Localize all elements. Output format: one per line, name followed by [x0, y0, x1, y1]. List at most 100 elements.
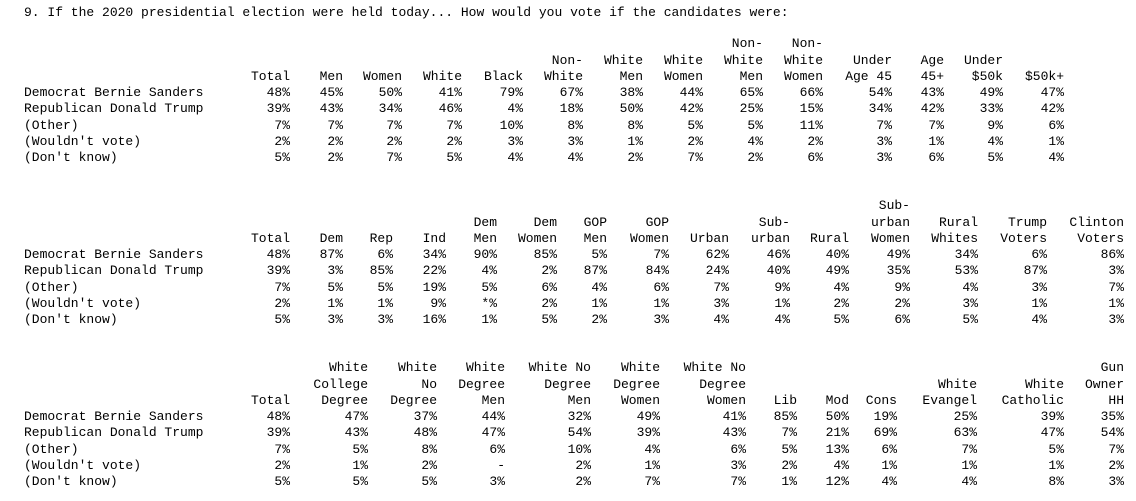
cell: 19% [422, 279, 446, 295]
cell: 4% [507, 150, 523, 166]
cell: 4% [644, 441, 660, 457]
cell: 4% [713, 312, 729, 328]
column-header: White No [683, 360, 746, 376]
column-header: Under [963, 52, 1003, 68]
cell: 1% [327, 295, 343, 311]
cell: 49% [886, 247, 910, 262]
column-header: GOP [583, 214, 607, 230]
cell: 5% [987, 150, 1003, 166]
cell: 1% [928, 133, 944, 149]
cell: 6% [730, 441, 746, 457]
cell: 44% [481, 409, 505, 424]
cell: 3% [1031, 279, 1047, 295]
cell: 7% [961, 441, 977, 457]
column-header: Age [920, 52, 944, 68]
column-header: Total [250, 393, 290, 408]
cell: 7% [1108, 441, 1124, 457]
cell: 8% [567, 117, 583, 133]
column-header: Men [619, 69, 643, 84]
column-header: White [328, 360, 368, 376]
cell: 35% [886, 263, 910, 279]
cell: 5% [421, 474, 437, 490]
cell: 4% [881, 474, 897, 490]
cell: 43% [319, 101, 343, 117]
column-header: Women [517, 231, 557, 246]
column-header: White [1024, 376, 1064, 392]
cell: 48% [266, 247, 290, 262]
cell: 1% [1031, 295, 1047, 311]
cell: 9% [987, 117, 1003, 133]
cell: 7% [730, 474, 746, 490]
cell: 40% [825, 247, 849, 262]
column-header: White [663, 52, 703, 68]
cell: 7% [928, 117, 944, 133]
row-label: (Wouldn't vote) [24, 133, 142, 149]
cell: 1% [1048, 133, 1064, 149]
cell: 8% [1048, 474, 1064, 490]
cell: 46% [438, 101, 462, 117]
cell: 4% [774, 312, 790, 328]
cell: 50% [619, 101, 643, 117]
row-label: (Wouldn't vote) [24, 295, 142, 311]
cell: 62% [705, 247, 729, 262]
column-header: Men [567, 393, 591, 408]
cell: 3% [876, 150, 892, 166]
cell: 1% [1048, 457, 1064, 473]
cell: 13% [825, 441, 849, 457]
column-header: Evangel [922, 393, 977, 408]
cell: 6% [881, 441, 897, 457]
cell: 1% [644, 457, 660, 473]
cell: 2% [446, 133, 462, 149]
cell: 1% [774, 295, 790, 311]
cell: 53% [954, 263, 978, 279]
column-header: Non- [551, 52, 583, 68]
column-header: Lib [773, 393, 797, 408]
column-header: Degree [321, 393, 368, 408]
column-header: Women [663, 69, 703, 84]
cell: 2% [421, 457, 437, 473]
cell: 8% [627, 117, 643, 133]
column-header: White [723, 52, 763, 68]
cell: 66% [799, 85, 823, 100]
column-header: White No [528, 360, 591, 376]
column-header: Women [620, 393, 660, 408]
cell: 9% [894, 279, 910, 295]
cell: 67% [559, 85, 583, 100]
cell: 69% [873, 425, 897, 441]
cell: 5% [1048, 441, 1064, 457]
cell: 4% [567, 150, 583, 166]
column-header: White [620, 360, 660, 376]
cell: 1% [591, 295, 607, 311]
cell: 2% [575, 457, 591, 473]
row-label: Democrat Bernie Sanders [24, 409, 204, 424]
column-header: White [397, 360, 437, 376]
cell: 18% [559, 101, 583, 117]
cell: 41% [722, 409, 746, 424]
column-header: Degree [613, 376, 660, 392]
cell: 3% [507, 133, 523, 149]
cell: 45% [319, 85, 343, 100]
column-header: Catholic [1001, 393, 1064, 408]
column-header: Cons [865, 393, 897, 408]
column-header: White [465, 360, 505, 376]
cell: 2% [833, 295, 849, 311]
column-header: Under [852, 52, 892, 68]
cell: 3% [962, 295, 978, 311]
cell: 5% [274, 150, 290, 166]
cell: 85% [773, 409, 797, 424]
column-header: White [422, 69, 462, 84]
cell: 7% [327, 117, 343, 133]
cell: 39% [636, 425, 660, 441]
cell: 39% [1040, 409, 1064, 424]
cell: 34% [868, 101, 892, 117]
cell: 3% [1108, 474, 1124, 490]
cell: 2% [386, 133, 402, 149]
cell: 2% [1108, 457, 1124, 473]
cell: 3% [377, 312, 393, 328]
cell: 24% [705, 263, 729, 279]
cell: 3% [567, 133, 583, 149]
cell: 33% [979, 101, 1003, 117]
cell: 1% [627, 133, 643, 149]
cell: 5% [352, 474, 368, 490]
cell: 87% [1023, 263, 1047, 279]
